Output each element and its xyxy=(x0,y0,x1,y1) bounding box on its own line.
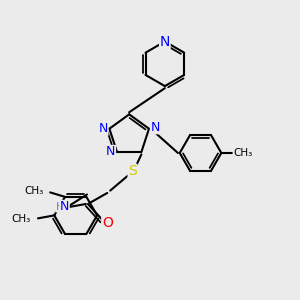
Text: CH₃: CH₃ xyxy=(24,186,44,196)
Text: S: S xyxy=(128,164,137,178)
Text: O: O xyxy=(102,216,113,230)
Text: N: N xyxy=(98,122,108,135)
Text: CH₃: CH₃ xyxy=(233,148,252,158)
Text: N: N xyxy=(106,146,116,158)
Text: N: N xyxy=(60,200,69,214)
Text: CH₃: CH₃ xyxy=(12,214,31,224)
Text: N: N xyxy=(160,34,170,49)
Text: H: H xyxy=(56,202,64,212)
Text: N: N xyxy=(151,121,160,134)
